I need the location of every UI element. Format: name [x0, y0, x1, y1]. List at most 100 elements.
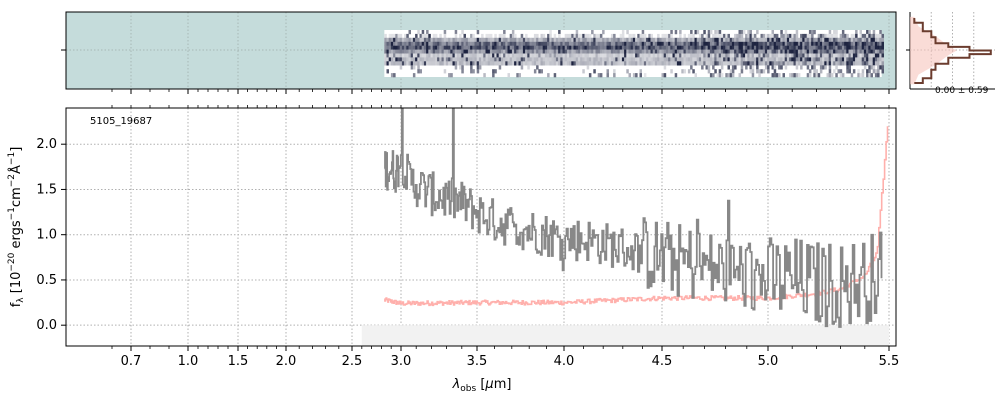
trace-pixel	[797, 37, 801, 43]
trace-pixel	[859, 30, 862, 35]
trace-pixel	[778, 41, 781, 47]
trace-pixel	[628, 53, 631, 58]
trace-pixel	[782, 41, 785, 47]
trace-pixel	[690, 49, 693, 54]
trace-pixel	[630, 41, 634, 47]
trace-pixel	[588, 49, 592, 54]
trace-pixel	[388, 45, 392, 50]
trace-pixel	[813, 69, 816, 74]
trace-pixel	[430, 61, 433, 66]
trace-pixel	[786, 57, 790, 62]
trace-pixel	[771, 45, 774, 50]
trace-pixel	[450, 73, 453, 78]
trace-pixel	[395, 41, 398, 47]
trace-pixel	[659, 53, 662, 58]
trace-pixel	[731, 61, 735, 66]
trace-pixel	[859, 37, 862, 43]
trace-pixel	[826, 45, 829, 50]
trace-pixel	[604, 49, 607, 54]
trace-pixel	[507, 61, 510, 66]
trace-pixel	[538, 37, 541, 43]
trace-pixel	[813, 53, 816, 58]
trace-pixel	[696, 30, 700, 35]
trace-pixel	[507, 37, 510, 43]
trace-pixel	[698, 33, 702, 39]
trace-pixel	[751, 37, 755, 43]
trace-pixel	[760, 49, 763, 54]
trace-pixel	[855, 37, 858, 43]
trace-pixel	[800, 33, 803, 39]
trace-pixel	[632, 73, 636, 78]
trace-pixel	[599, 37, 603, 43]
trace-pixel	[549, 61, 552, 66]
trace-pixel	[725, 41, 728, 47]
trace-pixel	[712, 57, 715, 62]
trace-pixel	[782, 37, 785, 43]
trace-pixel	[861, 33, 865, 39]
trace-pixel	[639, 61, 642, 66]
trace-pixel	[817, 73, 821, 78]
trace-pixel	[423, 53, 427, 58]
trace-pixel	[824, 53, 827, 58]
trace-pixel	[808, 69, 812, 74]
trace-pixel	[701, 61, 704, 66]
trace-pixel	[474, 49, 477, 54]
trace-pixel	[672, 37, 675, 43]
trace-pixel	[771, 53, 774, 58]
trace-pixel	[775, 33, 779, 39]
trace-pixel	[841, 49, 845, 54]
trace-pixel	[408, 61, 411, 66]
trace-pixel	[863, 57, 867, 62]
trace-pixel	[720, 49, 724, 54]
trace-pixel	[514, 33, 517, 39]
trace-pixel	[443, 53, 447, 58]
trace-pixel	[500, 45, 504, 50]
trace-pixel	[626, 41, 629, 47]
trace-pixel	[696, 41, 700, 47]
main-grid	[66, 108, 896, 346]
trace-pixel	[830, 49, 834, 54]
trace-pixel	[804, 61, 807, 66]
trace-pixel	[767, 41, 770, 47]
trace-pixel	[516, 57, 519, 62]
trace-pixel	[819, 41, 823, 47]
trace-pixel	[461, 57, 464, 62]
trace-pixel	[716, 61, 719, 66]
trace-pixel	[621, 41, 625, 47]
trace-pixel	[870, 41, 873, 47]
trace-pixel	[756, 41, 759, 47]
trace-pixel	[617, 45, 620, 50]
trace-pixel	[742, 49, 746, 54]
trace-pixel	[764, 41, 768, 47]
y-tick-label: 0.5	[36, 273, 57, 288]
trace-pixel	[538, 41, 541, 47]
trace-pixel	[780, 61, 783, 66]
trace-pixel	[441, 37, 444, 43]
trace-pixel	[760, 61, 763, 66]
trace-pixel	[388, 37, 392, 43]
trace-pixel	[756, 45, 759, 50]
trace-pixel	[406, 45, 409, 50]
trace-pixel	[463, 41, 466, 47]
trace-pixel	[784, 65, 788, 70]
trace-pixel	[423, 33, 427, 39]
trace-pixel	[630, 45, 634, 50]
trace-pixel	[793, 45, 796, 50]
trace-pixel	[868, 41, 871, 47]
trace-pixel	[542, 41, 546, 47]
trace-pixel	[613, 41, 616, 47]
trace-pixel	[470, 57, 473, 62]
trace-pixel	[674, 37, 678, 43]
trace-pixel	[800, 37, 803, 43]
trace-pixel	[516, 73, 519, 78]
trace-pixel	[404, 37, 407, 43]
trace-pixel	[740, 37, 744, 43]
trace-pixel	[481, 61, 484, 66]
trace-pixel	[657, 33, 660, 39]
trace-pixel	[751, 57, 755, 62]
trace-pixel	[522, 57, 526, 62]
trace-pixel	[685, 37, 689, 43]
trace-pixel	[461, 30, 464, 35]
trace-pixel	[806, 61, 810, 66]
trace-pixel	[483, 45, 486, 50]
